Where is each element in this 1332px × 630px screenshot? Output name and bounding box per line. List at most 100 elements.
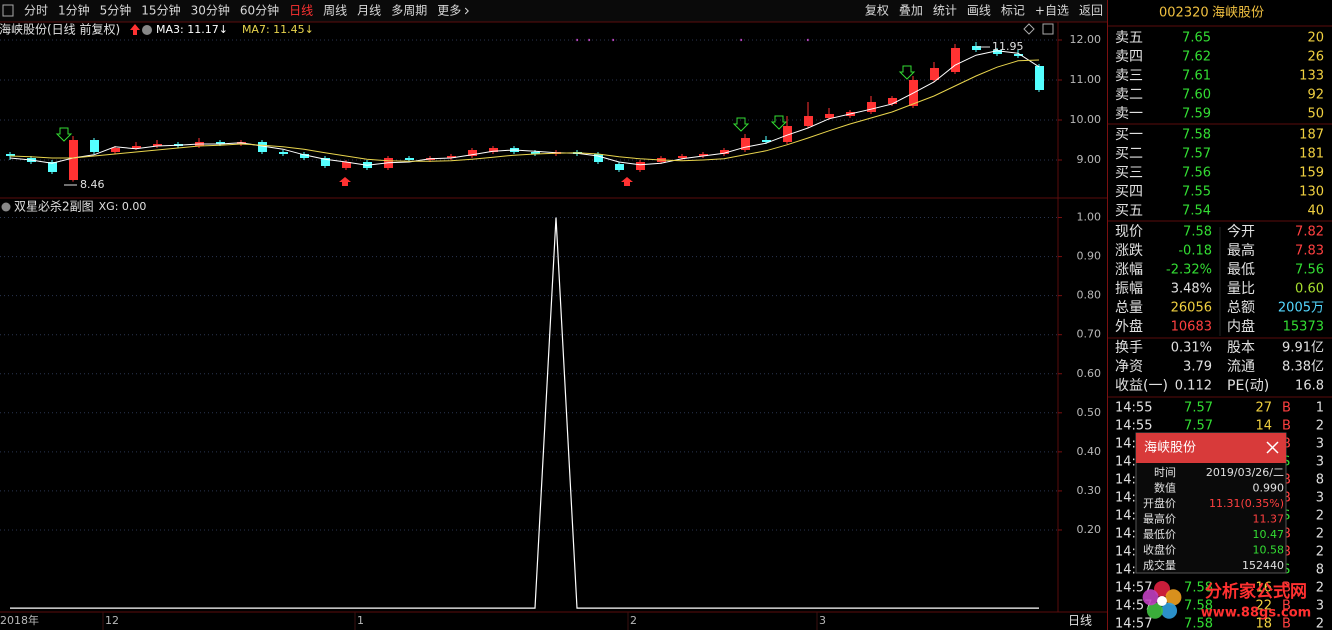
stat-value: -2.32%: [1166, 263, 1212, 278]
trade-volume: 14: [1255, 419, 1272, 434]
period-tab[interactable]: 多周期: [391, 4, 427, 18]
candle-body: [762, 140, 771, 142]
menu-icon[interactable]: [142, 25, 152, 35]
period-tab[interactable]: 分时: [24, 4, 48, 18]
stat-label: 内盘: [1227, 318, 1255, 335]
menu-icon[interactable]: [1, 202, 11, 212]
book-label: 卖五: [1115, 30, 1143, 46]
diamond-icon[interactable]: [1023, 23, 1035, 35]
book-price: 7.54: [1182, 204, 1211, 219]
tool-button[interactable]: 标记: [1001, 4, 1025, 18]
trade-count: 2: [1316, 545, 1324, 560]
stat-value: 7.58: [1183, 225, 1212, 240]
chart-title: 双星必杀2副图: [14, 199, 94, 214]
square-icon[interactable]: [1042, 23, 1054, 35]
candle-body: [741, 138, 750, 150]
stat-value: 3.48%: [1171, 282, 1212, 297]
y-tick-label: 10.00: [1070, 113, 1102, 126]
candle-body: [447, 156, 456, 158]
popup-title: 海峡股份: [1144, 441, 1196, 456]
book-price: 7.57: [1182, 147, 1211, 162]
candle-body: [342, 162, 351, 168]
trade-side: B: [1282, 617, 1291, 630]
stat-label: 股本: [1227, 340, 1255, 356]
toolbar: [0, 0, 1107, 22]
buy-signal: [621, 177, 633, 186]
candle-body: [720, 150, 729, 154]
stock-code: 002320: [1159, 6, 1209, 21]
y-tick-label: 0.20: [1077, 523, 1102, 536]
sell-signal: [898, 65, 916, 80]
candle-body: [951, 48, 960, 72]
period-tab[interactable]: 5分钟: [100, 3, 132, 18]
candle-body: [972, 46, 981, 50]
candle-body: [1014, 54, 1023, 56]
trade-count: 8: [1316, 563, 1324, 578]
trade-count: 3: [1316, 437, 1324, 452]
stat-label: PE(动): [1227, 378, 1269, 394]
trade-count: 2: [1316, 527, 1324, 542]
watermark-url: www.88gs.com: [1201, 606, 1311, 621]
period-tab[interactable]: 1分钟: [58, 3, 90, 18]
signal-markers: [55, 38, 916, 186]
trade-side: B: [1282, 401, 1291, 416]
tool-button[interactable]: 画线: [967, 4, 991, 18]
popup-close[interactable]: [1266, 441, 1279, 454]
period-tab[interactable]: 15分钟: [141, 3, 180, 18]
book-volume: 133: [1299, 69, 1324, 84]
popup-value: 10.58: [1253, 544, 1285, 557]
book-volume: 26: [1307, 50, 1324, 65]
trade-count: 3: [1316, 599, 1324, 614]
trade-time: 14:57: [1115, 617, 1152, 630]
stat-label: 振幅: [1115, 281, 1143, 297]
period-tab[interactable]: 30分钟: [191, 3, 230, 18]
y-tick-label: 0.60: [1077, 367, 1102, 380]
period-tab[interactable]: 周线: [323, 4, 347, 18]
logo-petal: [1165, 589, 1182, 606]
logo-center: [1157, 596, 1167, 606]
book-price: 7.60: [1182, 88, 1211, 103]
tool-button[interactable]: 返回: [1079, 4, 1103, 18]
stat-label: 涨幅: [1115, 262, 1143, 278]
candle-body: [48, 162, 57, 172]
stat-value: 15373: [1283, 320, 1324, 335]
popup-label: 最低价: [1143, 528, 1176, 541]
y-tick-label: 0.80: [1077, 289, 1102, 302]
period-tab[interactable]: 月线: [357, 4, 381, 18]
popup-label: 最高价: [1143, 512, 1176, 526]
y-tick-label: 0.50: [1077, 406, 1102, 419]
candle-body: [468, 150, 477, 156]
popup-value: 11.37: [1253, 513, 1285, 526]
book-volume: 92: [1307, 88, 1324, 103]
logo-petal: [1154, 581, 1170, 597]
period-tab[interactable]: 日线: [289, 4, 313, 18]
trade-volume: 22: [1255, 599, 1272, 614]
period-tab[interactable]: 60分钟: [240, 3, 279, 18]
candle-body: [216, 142, 225, 144]
stat-value: 2005万: [1278, 301, 1324, 316]
logo-petal: [1146, 602, 1163, 619]
y-tick-label: 0.30: [1077, 484, 1102, 497]
candle-body: [111, 148, 120, 152]
period-tab[interactable]: 更多: [437, 4, 461, 18]
trade-volume: 16: [1255, 581, 1272, 596]
popup-label: 成交量: [1143, 558, 1176, 572]
book-label: 卖一: [1115, 106, 1143, 122]
popup-value: 2019/03/26/二: [1206, 466, 1284, 479]
book-volume: 40: [1307, 204, 1324, 219]
stat-label: 总量: [1115, 300, 1143, 316]
toolbar-icon[interactable]: [2, 4, 14, 17]
tool-button[interactable]: 统计: [933, 4, 957, 18]
tool-button[interactable]: 叠加: [899, 4, 923, 18]
trade-count: 3: [1316, 491, 1324, 506]
tool-button[interactable]: 复权: [865, 4, 889, 18]
candle-body: [153, 144, 162, 146]
tool-button[interactable]: +自选: [1035, 4, 1069, 18]
book-label: 买四: [1115, 184, 1143, 200]
trade-time: 14:55: [1115, 419, 1152, 434]
stat-label: 净资: [1115, 359, 1143, 375]
stat-value: 0.31%: [1171, 341, 1212, 356]
book-volume: 20: [1307, 31, 1324, 46]
trade-count: 8: [1316, 473, 1324, 488]
x-tick-label: 3: [819, 614, 826, 627]
